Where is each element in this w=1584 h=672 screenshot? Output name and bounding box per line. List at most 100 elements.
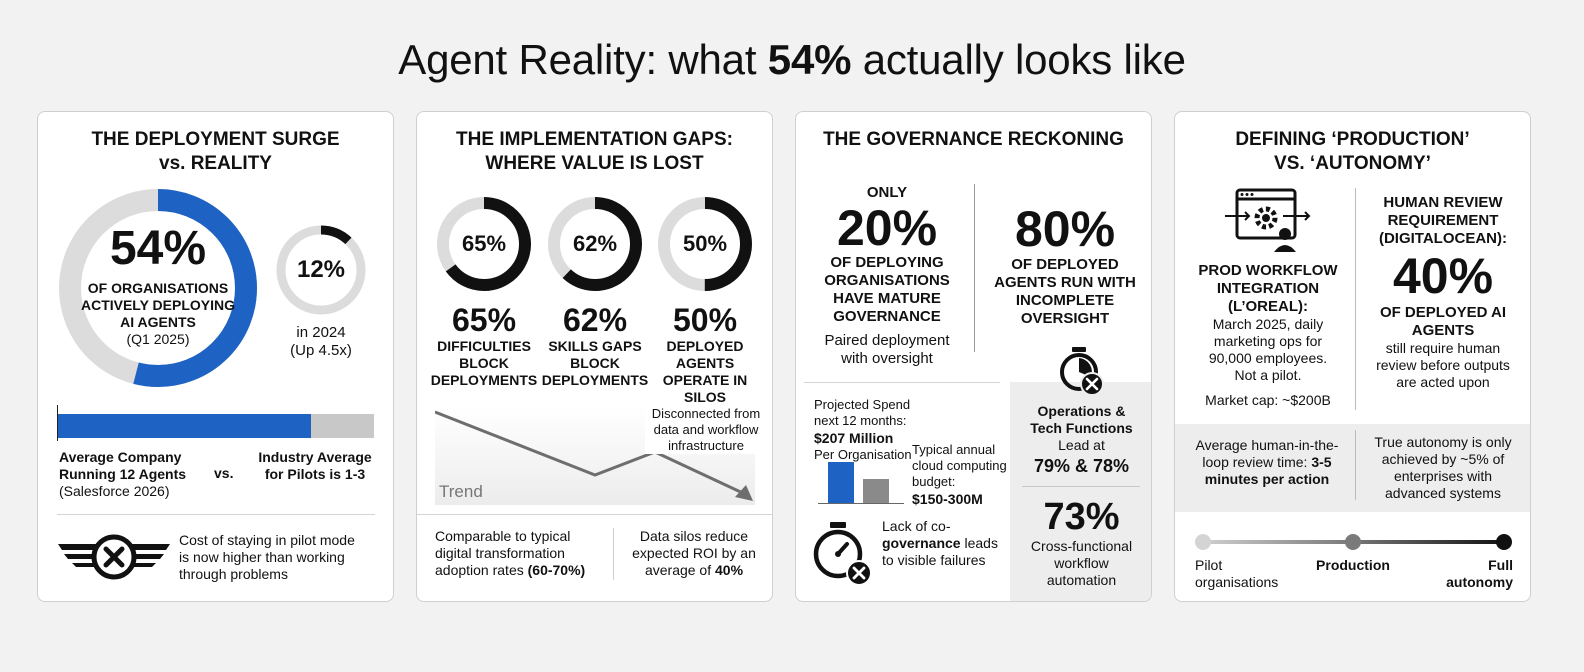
ops-functions: Operations & Tech Functions Lead at 79% … xyxy=(1010,403,1151,478)
failure-note: Lack of co- governance leads to visible … xyxy=(882,518,1008,569)
mature-sub-1: Paired deployment xyxy=(824,332,950,349)
scale-label-autonomy: Full autonomy xyxy=(1427,557,1513,591)
cloud-l3: budget: xyxy=(912,474,956,489)
panel-governance: THE GOVERNANCE RECKONING ONLY 20% OF DEP… xyxy=(795,111,1152,602)
cloud-note: Typical annual cloud computing budget: $… xyxy=(912,442,1012,508)
compare-right-1: Industry Average xyxy=(258,449,372,465)
adoption-note: Comparable to typical digital transforma… xyxy=(435,528,611,579)
scale-autonomy-1: Full xyxy=(1488,557,1513,573)
roi-note-3: average of xyxy=(644,562,716,578)
failure-l2: leads xyxy=(960,535,998,551)
autonomy-scale xyxy=(1195,534,1512,550)
gap-62-big: 62% xyxy=(562,302,628,338)
oversight-l3: INCOMPLETE xyxy=(1015,292,1115,309)
review-time-2: loop review time: xyxy=(1202,454,1312,470)
cross-functional: 73% Cross-functional workflow automation xyxy=(1010,496,1151,589)
pilot-cost-2: is now higher than working xyxy=(179,549,345,565)
pilot-cost-3: through problems xyxy=(179,566,288,582)
ring-12-fill xyxy=(276,225,366,315)
ring-12-value: 12% xyxy=(296,256,346,283)
oversight-l4: OVERSIGHT xyxy=(1020,310,1110,327)
ring-54-value: 54% xyxy=(109,222,207,275)
oversight-l2: AGENTS RUN WITH xyxy=(994,274,1136,291)
cloud-l1: Typical annual xyxy=(912,442,996,457)
ops-l1: Operations & xyxy=(1037,403,1126,419)
spend-l1: Projected Spend xyxy=(814,397,911,412)
review-desc-3: are acted upon xyxy=(1396,374,1490,390)
true-autonomy-2: achieved by ~5% of xyxy=(1381,451,1505,467)
review-label-2: AGENTS xyxy=(1411,322,1475,339)
band-divider xyxy=(1355,430,1356,500)
gap-ring-62 xyxy=(548,197,642,291)
trend-label: Trend xyxy=(439,482,483,501)
panel-title-line1: THE IMPLEMENTATION GAPS: xyxy=(456,129,733,150)
silo-note-3: infrastructure xyxy=(668,438,744,453)
gap-ring-62-value: 62% xyxy=(572,231,618,256)
ring-12-label: in 2024 xyxy=(296,324,346,341)
compare-left-sub: (Salesforce 2026) xyxy=(59,483,170,499)
title-prefix: Agent Reality: what xyxy=(398,36,768,83)
gap-65-big: 65% xyxy=(451,302,517,338)
gap-65-l2: BLOCK xyxy=(459,355,509,371)
review-time-bold2: minutes per action xyxy=(1204,471,1330,487)
ring-12-sub: (Up 4.5x) xyxy=(290,342,352,359)
loreal-desc-2: marketing ops for xyxy=(1213,333,1323,349)
adoption-note-1: Comparable to typical xyxy=(435,528,571,544)
scale-label-pilot: Pilot organisations xyxy=(1195,557,1278,591)
scale-pilot-1: Pilot xyxy=(1195,557,1223,573)
gap-50-l4: SILOS xyxy=(683,389,726,405)
scale-dot-autonomy xyxy=(1496,534,1512,550)
true-autonomy-3: enterprises with xyxy=(1393,468,1493,484)
review-l1: HUMAN REVIEW xyxy=(1383,194,1503,211)
scale-pilot-2: organisations xyxy=(1195,574,1279,590)
bar-start-marker xyxy=(57,405,58,441)
gap-62-l3: DEPLOYMENTS xyxy=(541,372,649,388)
pilot-cost-1: Cost of staying in pilot mode xyxy=(179,532,355,548)
value-20: 20% xyxy=(836,200,938,256)
loreal-cap: Market cap: ~$200B xyxy=(1205,392,1331,408)
gap-ring-50-fill xyxy=(658,197,752,291)
spend-sub: Per Organisation xyxy=(814,447,912,462)
silo-note-2: data and workflow xyxy=(653,422,759,437)
xfunc-l3: automation xyxy=(1046,572,1117,588)
panel-title: DEFINING ‘PRODUCTION’ VS. ‘AUTONOMY’ xyxy=(1175,128,1530,176)
winged-x-icon xyxy=(58,534,170,580)
failure-l3: to visible failures xyxy=(882,552,986,568)
human-review-block: HUMAN REVIEW REQUIREMENT (DIGITALOCEAN):… xyxy=(1357,194,1529,391)
ring-54-chart xyxy=(59,189,257,387)
ring-54-label-2: ACTIVELY DEPLOYING xyxy=(80,297,236,313)
panel-title-line1: DEFINING ‘PRODUCTION’ xyxy=(1235,129,1470,150)
cloud-bar xyxy=(863,479,889,503)
stopwatch-fail-icon xyxy=(813,522,872,586)
panel-title: THE GOVERNANCE RECKONING xyxy=(823,129,1124,150)
roi-note-bold: 40% xyxy=(715,562,744,578)
review-value: 40% xyxy=(1392,248,1494,304)
stopwatch-x-icon xyxy=(1060,347,1104,396)
roi-note-1: Data silos reduce xyxy=(639,528,749,544)
only-label: ONLY xyxy=(866,184,908,201)
incomplete-oversight: 80% OF DEPLOYED AGENTS RUN WITH INCOMPLE… xyxy=(980,202,1150,328)
cloud-l2: cloud computing xyxy=(912,458,1007,473)
loreal-block: PROD WORKFLOW INTEGRATION (L’OREAL): Mar… xyxy=(1183,262,1353,409)
silo-note: Disconnected from data and workflow infr… xyxy=(645,406,767,454)
divider xyxy=(1022,486,1140,487)
gap-65-block: 65% DIFFICULTIES BLOCK DEPLOYMENTS xyxy=(424,302,544,389)
ops-panel xyxy=(1010,382,1151,601)
company-bar-fill xyxy=(58,414,311,438)
mature-l4: GOVERNANCE xyxy=(833,308,941,325)
true-autonomy-1: True autonomy is only xyxy=(1374,434,1512,450)
spend-value: $207 Million xyxy=(814,430,894,446)
panel-title-line2: WHERE VALUE IS LOST xyxy=(485,153,704,174)
xfunc-value: 73% xyxy=(1043,496,1120,538)
compare-left-1: Average Company xyxy=(59,449,182,465)
spend-bar xyxy=(828,462,854,503)
panel-implementation-gaps: THE IMPLEMENTATION GAPS: WHERE VALUE IS … xyxy=(416,111,773,602)
divider xyxy=(57,514,375,515)
panel-title-line2: VS. ‘AUTONOMY’ xyxy=(1274,153,1431,174)
governance-divider xyxy=(974,184,975,352)
gap-50-block: 50% DEPLOYED AGENTS OPERATE IN SILOS xyxy=(645,302,765,406)
gap-ring-50 xyxy=(658,197,752,291)
compare-right: Industry Average for Pilots is 1-3 xyxy=(250,449,380,483)
mature-l1: OF DEPLOYING xyxy=(830,254,944,271)
gap-50-l3: OPERATE IN xyxy=(662,372,748,388)
